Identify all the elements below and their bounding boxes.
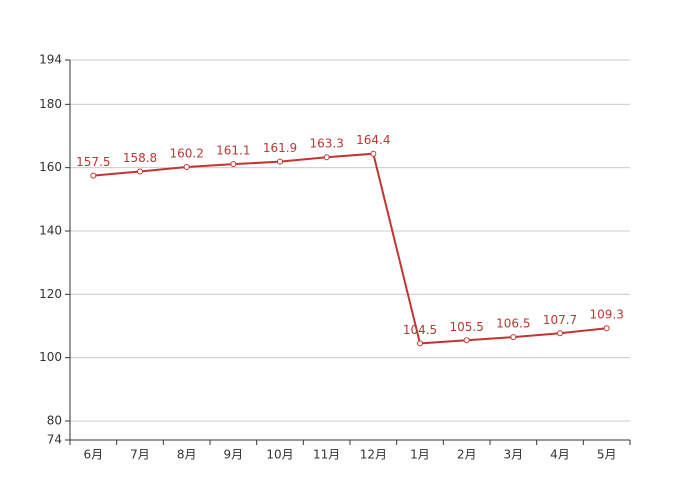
y-tick-label: 160 xyxy=(39,160,62,174)
data-label: 164.4 xyxy=(356,133,390,147)
y-tick-label: 100 xyxy=(39,350,62,364)
x-tick-label: 1月 xyxy=(410,448,430,462)
x-tick-label: 12月 xyxy=(360,448,387,462)
data-label: 161.9 xyxy=(263,141,297,155)
data-label: 105.5 xyxy=(449,320,483,334)
y-tick-label: 74 xyxy=(47,433,62,447)
x-tick-label: 2月 xyxy=(457,448,477,462)
x-tick-label: 4月 xyxy=(550,448,570,462)
x-tick-label: 3月 xyxy=(504,448,524,462)
data-label: 109.3 xyxy=(589,308,623,322)
x-tick-label: 11月 xyxy=(313,448,340,462)
point xyxy=(277,158,283,165)
line xyxy=(93,152,607,345)
data-label: 161.1 xyxy=(216,144,250,158)
data-label: 160.2 xyxy=(169,147,203,161)
point xyxy=(323,154,330,161)
point xyxy=(510,334,517,341)
x-tick-label: 8月 xyxy=(177,448,197,462)
x-tick-label: 7月 xyxy=(130,448,150,462)
y-tick-label: 120 xyxy=(39,287,62,301)
point xyxy=(183,164,190,171)
y-tick-label: 194 xyxy=(39,53,62,67)
point xyxy=(417,340,423,347)
data-label: 157.5 xyxy=(76,155,110,169)
point xyxy=(90,172,97,179)
data-label: 106.5 xyxy=(496,317,530,331)
data-label: 104.5 xyxy=(403,323,437,337)
x-tick-label: 5月 xyxy=(597,448,617,462)
point xyxy=(557,330,563,337)
point xyxy=(370,150,377,157)
data-label: 158.8 xyxy=(123,151,157,165)
point xyxy=(603,325,610,332)
y-tick-label: 140 xyxy=(39,224,62,238)
y-tick-label: 180 xyxy=(39,97,62,111)
x-tick-label: 9月 xyxy=(224,448,244,462)
x-tick-label: 6月 xyxy=(84,448,104,462)
point xyxy=(463,337,470,344)
point xyxy=(137,168,143,175)
data-label: 163.3 xyxy=(309,137,343,151)
x-tick-label: 10月 xyxy=(266,448,293,462)
data-label: 107.7 xyxy=(543,313,577,327)
point xyxy=(230,161,237,168)
y-tick-label: 80 xyxy=(47,414,62,428)
